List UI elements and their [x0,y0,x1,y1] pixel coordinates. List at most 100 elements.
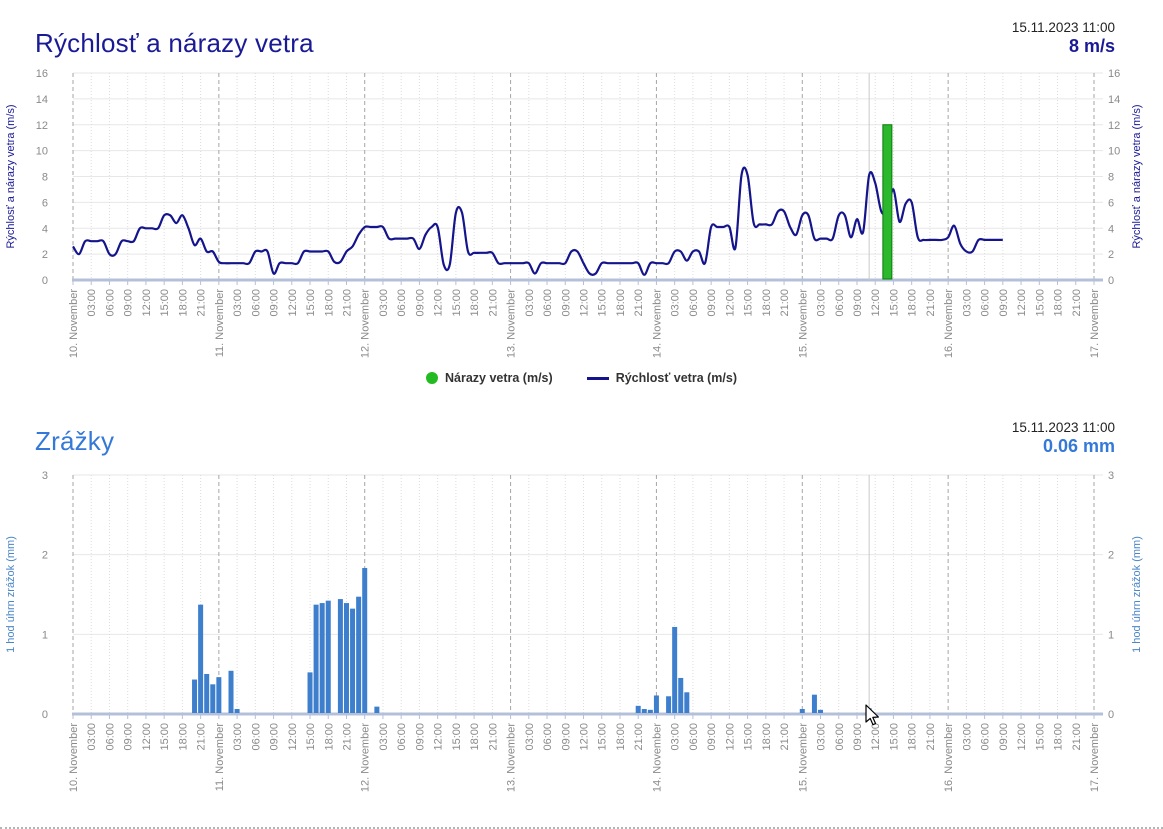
wind-chart-plot[interactable]: 10. November 03:00 06:00 09:00 12:00 15:00 18:… [5,68,1143,358]
precip-bar[interactable] [672,626,678,713]
precip-bar[interactable] [350,608,356,713]
x-tick-hour-label: 09:00 [998,723,1010,751]
precip-bar[interactable] [313,604,319,713]
x-tick-hour-label: 06:00 [396,289,408,317]
svg-text:16: 16 [36,68,48,80]
x-tick-hour-label: 12:00 [433,723,445,751]
x-tick-hour-label: 06:00 [688,289,700,317]
svg-text:3: 3 [42,470,48,482]
precip-bar[interactable] [343,603,349,713]
x-tick-hour-label: 06:00 [980,723,992,751]
x-tick-hour-label: 15:00 [1034,723,1046,751]
x-tick-hour-label: 09:00 [414,289,426,317]
precip-bar[interactable] [666,696,672,713]
x-tick-hour-label: 21:00 [925,723,937,751]
x-tick-hour-label: 18:00 [469,723,481,751]
x-tick-hour-label: 18:00 [323,289,335,317]
x-tick-hour-label: 18:00 [177,723,189,751]
legend-item-speed[interactable]: Rýchlosť vetra (m/s) [586,371,737,385]
precip-bar[interactable] [216,677,222,713]
precip-bar[interactable] [204,673,210,713]
precip-bar[interactable] [684,692,690,713]
x-tick-hour-label: 21:00 [779,289,791,317]
x-tick-day-label: 17. November [1089,289,1101,358]
x-tick-hour-label: 06:00 [250,723,262,751]
wind-gust-bar[interactable] [882,124,893,280]
x-tick-hour-label: 12:00 [579,289,591,317]
x-tick-hour-label: 12:00 [287,723,299,751]
x-tick-hour-label: 15:00 [743,289,755,317]
precip-bar[interactable] [337,599,343,713]
x-tick-hour-label: 09:00 [560,289,572,317]
wind-chart-title: Rýchlosť a nárazy vetra [35,28,314,58]
svg-text:0: 0 [42,275,48,287]
precip-bar[interactable] [325,600,331,713]
svg-text:0: 0 [1108,275,1114,287]
x-tick-hour-label: 09:00 [706,723,718,751]
precip-hover-timestamp: 15.11.2023 11:00 [1011,420,1115,435]
x-tick-hour-label: 18:00 [1053,723,1065,751]
legend-speed-label: Rýchlosť vetra (m/s) [615,371,737,385]
precip-bar[interactable] [234,709,240,713]
x-tick-hour-label: 06:00 [688,723,700,751]
x-tick-day-label: 10. November [68,723,80,792]
x-tick-hour-label: 18:00 [761,289,773,317]
svg-text:12: 12 [36,120,48,132]
precip-bar[interactable] [635,705,641,713]
x-tick-hour-label: 12:00 [579,723,591,751]
svg-text:8: 8 [42,172,48,184]
x-tick-hour-label: 21:00 [633,723,645,751]
wind-hover-timestamp: 15.11.2023 11:00 [1011,20,1115,35]
x-tick-hour-label: 21:00 [341,289,353,317]
x-tick-hour-label: 03:00 [378,289,390,317]
x-tick-hour-label: 09:00 [852,289,864,317]
x-tick-hour-label: 15:00 [597,723,609,751]
x-tick-hour-label: 18:00 [761,723,773,751]
precip-bar[interactable] [210,684,216,713]
x-tick-day-label: 12. November [360,723,372,792]
precip-bar[interactable] [319,603,325,713]
precip-bar[interactable] [641,709,647,713]
precip-bar[interactable] [228,670,234,713]
precip-chart-title: Zrážky [35,426,115,456]
precip-chart-plot[interactable]: 10. November 03:00 06:00 09:00 12:00 15:00 18:… [5,470,1143,792]
precip-bar[interactable] [362,568,368,713]
precip-bar[interactable] [678,677,684,713]
x-tick-hour-label: 12:00 [141,723,153,751]
precip-bar[interactable] [818,709,824,713]
x-tick-hour-label: 21:00 [633,289,645,317]
svg-text:1: 1 [1108,629,1114,641]
precip-bar[interactable] [653,695,659,713]
x-tick-hour-label: 18:00 [615,723,627,751]
precip-bar[interactable] [647,709,653,713]
x-tick-day-label: 12. November [360,289,372,358]
y-axis-title: 1 hod úhrn zrážok (mm) [1131,536,1143,653]
x-tick-hour-label: 06:00 [396,723,408,751]
x-tick-hour-label: 21:00 [1071,289,1083,317]
svg-text:10: 10 [1108,146,1120,158]
x-tick-hour-label: 15:00 [597,289,609,317]
x-tick-hour-label: 21:00 [196,289,208,317]
precip-bar[interactable] [799,709,805,713]
precip-bar[interactable] [356,596,362,713]
x-tick-day-label: 15. November [797,723,809,792]
x-tick-hour-label: 15:00 [888,289,900,317]
x-tick-hour-label: 03:00 [816,289,828,317]
x-tick-hour-label: 03:00 [86,723,98,751]
precip-bar[interactable] [811,694,817,713]
svg-text:2: 2 [1108,249,1114,261]
y-axis-title: Rýchlosť a nárazy vetra (m/s) [1131,104,1143,248]
precip-bar[interactable] [192,679,198,713]
x-tick-hour-label: 03:00 [961,289,973,317]
x-tick-hour-label: 06:00 [542,289,554,317]
svg-text:10: 10 [36,146,48,158]
precip-bar[interactable] [198,604,204,713]
x-tick-hour-label: 15:00 [159,723,171,751]
x-tick-hour-label: 03:00 [961,723,973,751]
wind-hover-readout: 15.11.2023 11:00 8 m/s [1012,20,1115,57]
precip-bar[interactable] [307,672,313,713]
legend-item-gusts[interactable]: Nárazy vetra (m/s) [425,371,553,385]
precip-bar[interactable] [374,706,380,713]
